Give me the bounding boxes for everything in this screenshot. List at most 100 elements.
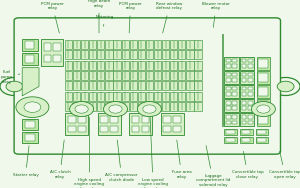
Bar — [226, 138, 235, 142]
Bar — [170, 61, 177, 70]
Bar — [146, 81, 153, 90]
Text: Low speed
engine cooling
fan relay: Low speed engine cooling fan relay — [138, 118, 168, 188]
Bar — [186, 92, 194, 101]
Bar — [113, 61, 121, 70]
Bar — [164, 126, 171, 132]
Bar — [113, 40, 121, 49]
Bar — [154, 61, 161, 70]
Bar — [194, 92, 202, 101]
Bar — [232, 59, 237, 62]
Bar — [242, 59, 246, 62]
Bar — [232, 106, 237, 110]
Bar — [22, 39, 38, 51]
Bar — [154, 102, 161, 111]
Bar — [256, 137, 268, 143]
Bar — [130, 81, 137, 90]
Text: Blower motor
relay: Blower motor relay — [202, 2, 230, 27]
Bar — [248, 121, 253, 124]
Bar — [242, 64, 246, 68]
Bar — [242, 73, 246, 76]
Bar — [65, 40, 72, 49]
Circle shape — [143, 105, 156, 113]
Text: A/C compressor
clutch diode: A/C compressor clutch diode — [105, 140, 138, 182]
Bar — [73, 61, 80, 70]
Bar — [78, 116, 85, 123]
Bar — [105, 71, 112, 80]
Bar — [226, 73, 231, 76]
Bar — [240, 137, 253, 143]
Circle shape — [24, 102, 41, 112]
Circle shape — [16, 97, 49, 118]
Bar — [242, 92, 246, 96]
Bar — [248, 101, 253, 105]
Bar — [122, 40, 129, 49]
Bar — [110, 126, 118, 132]
Circle shape — [271, 77, 300, 96]
Bar — [65, 92, 72, 101]
Text: PCM power
relay: PCM power relay — [119, 2, 142, 33]
Bar — [248, 73, 253, 76]
FancyBboxPatch shape — [14, 18, 280, 154]
Text: High beam
relay: High beam relay — [88, 0, 110, 33]
Bar — [240, 113, 254, 126]
Bar — [146, 71, 153, 80]
Bar — [242, 101, 246, 105]
Bar — [73, 50, 80, 59]
Bar — [178, 40, 185, 49]
Text: Fuel
pump
relay: Fuel pump relay — [1, 70, 20, 84]
Bar — [138, 40, 145, 49]
Bar — [130, 102, 137, 111]
Bar — [81, 102, 88, 111]
Bar — [240, 57, 254, 70]
Bar — [170, 50, 177, 59]
Bar — [256, 71, 270, 84]
Bar — [97, 71, 104, 80]
Bar — [186, 61, 194, 70]
Bar — [170, 81, 177, 90]
Bar — [22, 119, 38, 130]
Bar — [186, 102, 194, 111]
Bar — [97, 61, 104, 70]
Bar — [146, 40, 153, 49]
Bar — [178, 50, 185, 59]
Bar — [142, 116, 149, 123]
Bar — [73, 40, 80, 49]
Bar — [105, 40, 112, 49]
Bar — [130, 92, 137, 101]
Bar — [130, 71, 137, 80]
Bar — [226, 121, 231, 124]
Bar — [65, 61, 72, 70]
Bar — [248, 78, 253, 82]
Bar — [240, 99, 254, 112]
Bar — [242, 106, 246, 110]
Bar — [248, 115, 253, 119]
Bar — [162, 40, 169, 49]
Bar — [22, 132, 38, 143]
Bar — [89, 92, 96, 101]
Text: Convertible top
close relay: Convertible top close relay — [232, 151, 263, 179]
Circle shape — [75, 105, 88, 113]
Bar — [73, 71, 80, 80]
Bar — [226, 78, 231, 82]
Bar — [178, 92, 185, 101]
Bar — [256, 113, 270, 126]
Bar — [178, 71, 185, 80]
Bar — [65, 102, 72, 111]
Bar — [138, 61, 145, 70]
Bar — [68, 126, 76, 132]
Bar — [97, 81, 104, 90]
Bar — [226, 130, 235, 134]
Text: Luggage
compartment lid
solenoid relay: Luggage compartment lid solenoid relay — [196, 146, 230, 187]
Bar — [73, 92, 80, 101]
Text: PCM power
relay: PCM power relay — [41, 2, 64, 33]
Bar — [105, 50, 112, 59]
Bar — [122, 61, 129, 70]
Bar — [73, 102, 80, 111]
Bar — [68, 116, 76, 123]
Bar — [100, 126, 108, 132]
Bar — [248, 64, 253, 68]
Bar — [194, 40, 202, 49]
Bar — [89, 40, 96, 49]
Text: Motoring: Motoring — [96, 15, 114, 26]
Bar — [81, 50, 88, 59]
